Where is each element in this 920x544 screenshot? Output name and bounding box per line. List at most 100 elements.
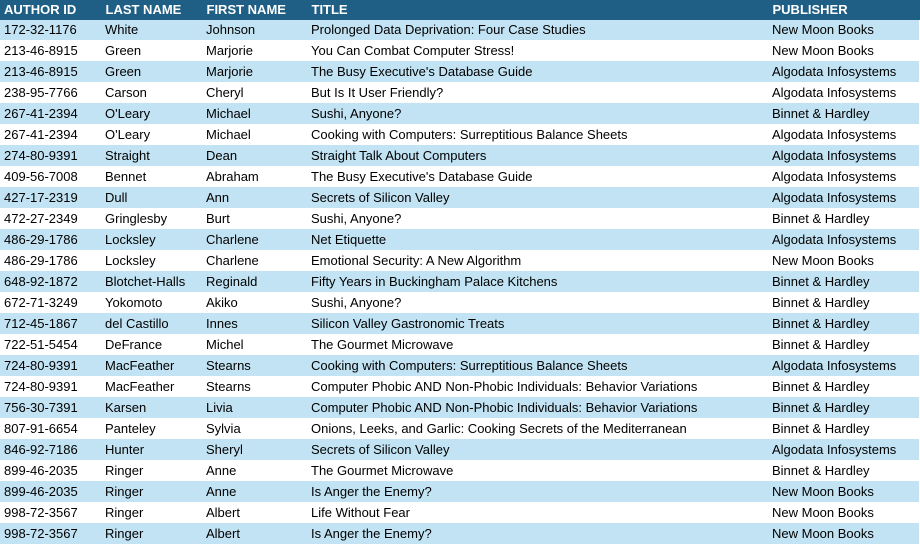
author-id-cell[interactable]: 672-71-3249 [0, 293, 101, 314]
title-cell[interactable]: Sushi, Anyone? [307, 104, 768, 125]
last-name-cell[interactable]: Locksley [101, 230, 202, 251]
title-cell[interactable]: Computer Phobic AND Non-Phobic Individua… [307, 377, 768, 398]
title-cell[interactable]: Sushi, Anyone? [307, 293, 768, 314]
publisher-cell[interactable]: New Moon Books [768, 524, 919, 544]
title-cell[interactable]: But Is It User Friendly? [307, 83, 768, 104]
column-header-first-name[interactable]: FIRST NAME [202, 0, 307, 20]
publisher-cell[interactable]: Algodata Infosystems [768, 125, 919, 146]
last-name-cell[interactable]: Ringer [101, 524, 202, 544]
publisher-cell[interactable]: Binnet & Hardley [768, 377, 919, 398]
last-name-cell[interactable]: Hunter [101, 440, 202, 461]
first-name-cell[interactable]: Stearns [202, 356, 307, 377]
title-cell[interactable]: Onions, Leeks, and Garlic: Cooking Secre… [307, 419, 768, 440]
title-cell[interactable]: Secrets of Silicon Valley [307, 440, 768, 461]
title-cell[interactable]: Life Without Fear [307, 503, 768, 524]
last-name-cell[interactable]: Karsen [101, 398, 202, 419]
first-name-cell[interactable]: Anne [202, 461, 307, 482]
author-id-cell[interactable]: 724-80-9391 [0, 356, 101, 377]
author-id-cell[interactable]: 172-32-1176 [0, 20, 101, 41]
publisher-cell[interactable]: Algodata Infosystems [768, 188, 919, 209]
title-cell[interactable]: Secrets of Silicon Valley [307, 188, 768, 209]
author-id-cell[interactable]: 724-80-9391 [0, 377, 101, 398]
first-name-cell[interactable]: Albert [202, 524, 307, 544]
author-id-cell[interactable]: 427-17-2319 [0, 188, 101, 209]
publisher-cell[interactable]: New Moon Books [768, 41, 919, 62]
title-cell[interactable]: The Gourmet Microwave [307, 461, 768, 482]
title-cell[interactable]: Is Anger the Enemy? [307, 482, 768, 503]
first-name-cell[interactable]: Michael [202, 104, 307, 125]
first-name-cell[interactable]: Marjorie [202, 41, 307, 62]
publisher-cell[interactable]: Algodata Infosystems [768, 146, 919, 167]
author-id-cell[interactable]: 486-29-1786 [0, 251, 101, 272]
first-name-cell[interactable]: Ann [202, 188, 307, 209]
publisher-cell[interactable]: Algodata Infosystems [768, 440, 919, 461]
author-id-cell[interactable]: 846-92-7186 [0, 440, 101, 461]
last-name-cell[interactable]: Ringer [101, 461, 202, 482]
last-name-cell[interactable]: MacFeather [101, 356, 202, 377]
publisher-cell[interactable]: New Moon Books [768, 251, 919, 272]
title-cell[interactable]: Is Anger the Enemy? [307, 524, 768, 544]
first-name-cell[interactable]: Livia [202, 398, 307, 419]
last-name-cell[interactable]: O'Leary [101, 125, 202, 146]
last-name-cell[interactable]: Bennet [101, 167, 202, 188]
first-name-cell[interactable]: Cheryl [202, 83, 307, 104]
title-cell[interactable]: You Can Combat Computer Stress! [307, 41, 768, 62]
author-id-cell[interactable]: 213-46-8915 [0, 62, 101, 83]
column-header-last-name[interactable]: LAST NAME [101, 0, 202, 20]
first-name-cell[interactable]: Charlene [202, 230, 307, 251]
title-cell[interactable]: The Busy Executive's Database Guide [307, 167, 768, 188]
last-name-cell[interactable]: Carson [101, 83, 202, 104]
last-name-cell[interactable]: Green [101, 62, 202, 83]
last-name-cell[interactable]: Dull [101, 188, 202, 209]
title-cell[interactable]: The Gourmet Microwave [307, 335, 768, 356]
author-id-cell[interactable]: 807-91-6654 [0, 419, 101, 440]
publisher-cell[interactable]: Binnet & Hardley [768, 419, 919, 440]
first-name-cell[interactable]: Abraham [202, 167, 307, 188]
first-name-cell[interactable]: Sylvia [202, 419, 307, 440]
last-name-cell[interactable]: White [101, 20, 202, 41]
last-name-cell[interactable]: DeFrance [101, 335, 202, 356]
title-cell[interactable]: Prolonged Data Deprivation: Four Case St… [307, 20, 768, 41]
title-cell[interactable]: Cooking with Computers: Surreptitious Ba… [307, 125, 768, 146]
first-name-cell[interactable]: Michael [202, 125, 307, 146]
last-name-cell[interactable]: Gringlesby [101, 209, 202, 230]
first-name-cell[interactable]: Albert [202, 503, 307, 524]
first-name-cell[interactable]: Reginald [202, 272, 307, 293]
last-name-cell[interactable]: Blotchet-Halls [101, 272, 202, 293]
publisher-cell[interactable]: New Moon Books [768, 482, 919, 503]
publisher-cell[interactable]: Algodata Infosystems [768, 83, 919, 104]
author-id-cell[interactable]: 267-41-2394 [0, 125, 101, 146]
first-name-cell[interactable]: Marjorie [202, 62, 307, 83]
first-name-cell[interactable]: Charlene [202, 251, 307, 272]
publisher-cell[interactable]: Binnet & Hardley [768, 398, 919, 419]
publisher-cell[interactable]: Binnet & Hardley [768, 314, 919, 335]
publisher-cell[interactable]: Binnet & Hardley [768, 461, 919, 482]
first-name-cell[interactable]: Dean [202, 146, 307, 167]
title-cell[interactable]: Fifty Years in Buckingham Palace Kitchen… [307, 272, 768, 293]
title-cell[interactable]: Cooking with Computers: Surreptitious Ba… [307, 356, 768, 377]
author-id-cell[interactable]: 238-95-7766 [0, 83, 101, 104]
column-header-publisher[interactable]: PUBLISHER [768, 0, 919, 20]
column-header-title[interactable]: TITLE [307, 0, 768, 20]
publisher-cell[interactable]: Binnet & Hardley [768, 209, 919, 230]
author-id-cell[interactable]: 998-72-3567 [0, 524, 101, 544]
